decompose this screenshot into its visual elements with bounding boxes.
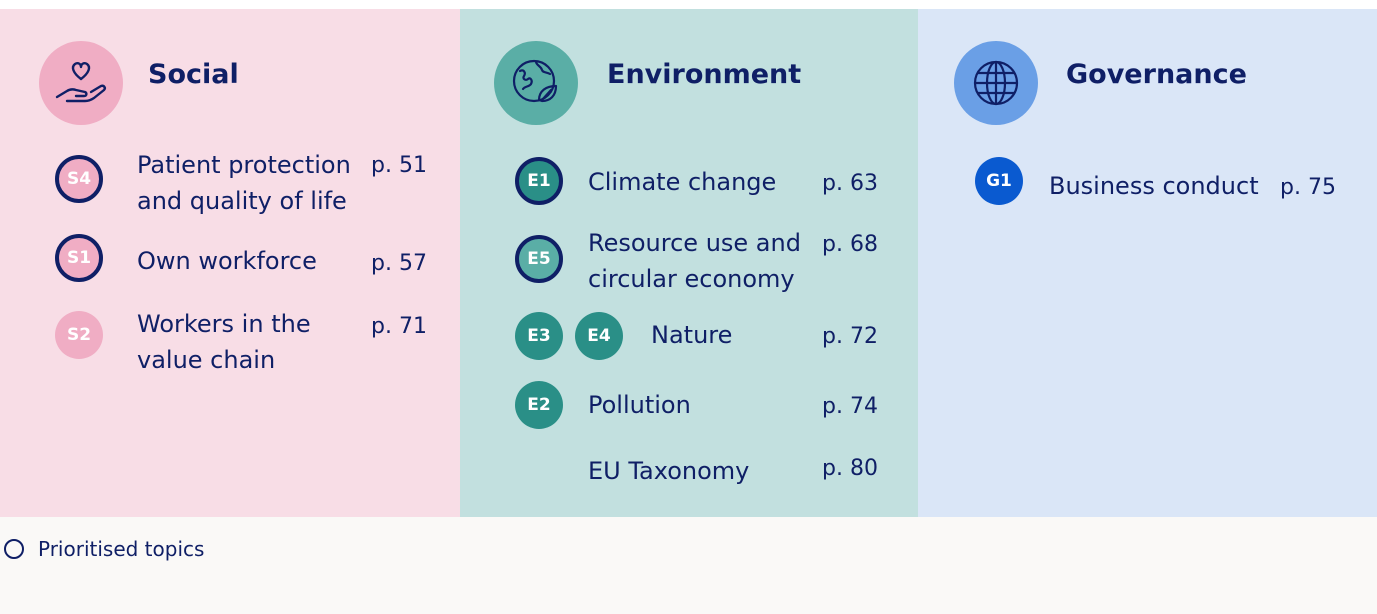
label-line: Business conduct xyxy=(1049,172,1259,200)
topic-page-s1[interactable]: p. 57 xyxy=(371,251,427,276)
earth-leaf-icon xyxy=(494,41,578,125)
topic-badge-s2: S2 xyxy=(55,311,103,359)
label-line: and quality of life xyxy=(137,187,347,215)
heart-in-hand-icon xyxy=(39,41,123,125)
social-panel: Social S4 Patient protection and quality… xyxy=(0,9,460,517)
governance-title: Governance xyxy=(1066,59,1247,90)
social-title: Social xyxy=(148,59,239,90)
topic-label-nature[interactable]: Nature xyxy=(651,317,732,353)
label-line: Own workforce xyxy=(137,247,317,275)
topic-page-s2[interactable]: p. 71 xyxy=(371,314,427,339)
topic-page-nature[interactable]: p. 72 xyxy=(822,324,878,349)
topic-page-g1[interactable]: p. 75 xyxy=(1280,175,1336,200)
topic-label-e1[interactable]: Climate change xyxy=(588,164,776,200)
label-line: Pollution xyxy=(588,391,691,419)
topic-label-s1[interactable]: Own workforce xyxy=(137,243,317,279)
topic-label-e2[interactable]: Pollution xyxy=(588,387,691,423)
topic-label-g1[interactable]: Business conduct xyxy=(1049,168,1259,204)
label-line: circular economy xyxy=(588,265,795,293)
topic-page-e1[interactable]: p. 63 xyxy=(822,171,878,196)
environment-panel: Environment E1 Climate change p. 63 E5 R… xyxy=(460,9,918,517)
topic-page-eu-taxonomy[interactable]: p. 80 xyxy=(822,456,878,481)
label-line: Workers in the xyxy=(137,310,311,338)
legend: Prioritised topics xyxy=(4,537,204,561)
topic-badge-s1: S1 xyxy=(55,234,103,282)
outline-circle-icon xyxy=(4,539,24,559)
governance-panel: Governance G1 Business conduct p. 75 xyxy=(918,9,1377,517)
environment-title: Environment xyxy=(607,59,802,90)
topic-badge-e4: E4 xyxy=(575,312,623,360)
topic-badge-s4: S4 xyxy=(55,155,103,203)
topic-label-eu-taxonomy[interactable]: EU Taxonomy xyxy=(588,453,749,489)
topic-label-e5[interactable]: Resource use and circular economy xyxy=(588,225,801,297)
label-line: Nature xyxy=(651,321,733,349)
globe-icon xyxy=(954,41,1038,125)
label-line: value chain xyxy=(137,346,276,374)
topic-badge-e1: E1 xyxy=(515,157,563,205)
label-line: Resource use and xyxy=(588,229,801,257)
label-line: EU Taxonomy xyxy=(588,457,750,485)
topic-page-e5[interactable]: p. 68 xyxy=(822,232,878,257)
topic-label-s4[interactable]: Patient protection and quality of life xyxy=(137,147,351,219)
topic-page-s4[interactable]: p. 51 xyxy=(371,153,427,178)
label-line: Patient protection xyxy=(137,151,351,179)
topic-label-s2[interactable]: Workers in the value chain xyxy=(137,306,311,378)
topic-badge-e3: E3 xyxy=(515,312,563,360)
topic-badge-e2: E2 xyxy=(515,381,563,429)
label-line: Climate change xyxy=(588,168,777,196)
topic-badge-e5: E5 xyxy=(515,235,563,283)
topic-page-e2[interactable]: p. 74 xyxy=(822,394,878,419)
legend-label: Prioritised topics xyxy=(38,537,205,561)
topic-badge-g1: G1 xyxy=(975,157,1023,205)
top-strip xyxy=(0,0,1377,9)
